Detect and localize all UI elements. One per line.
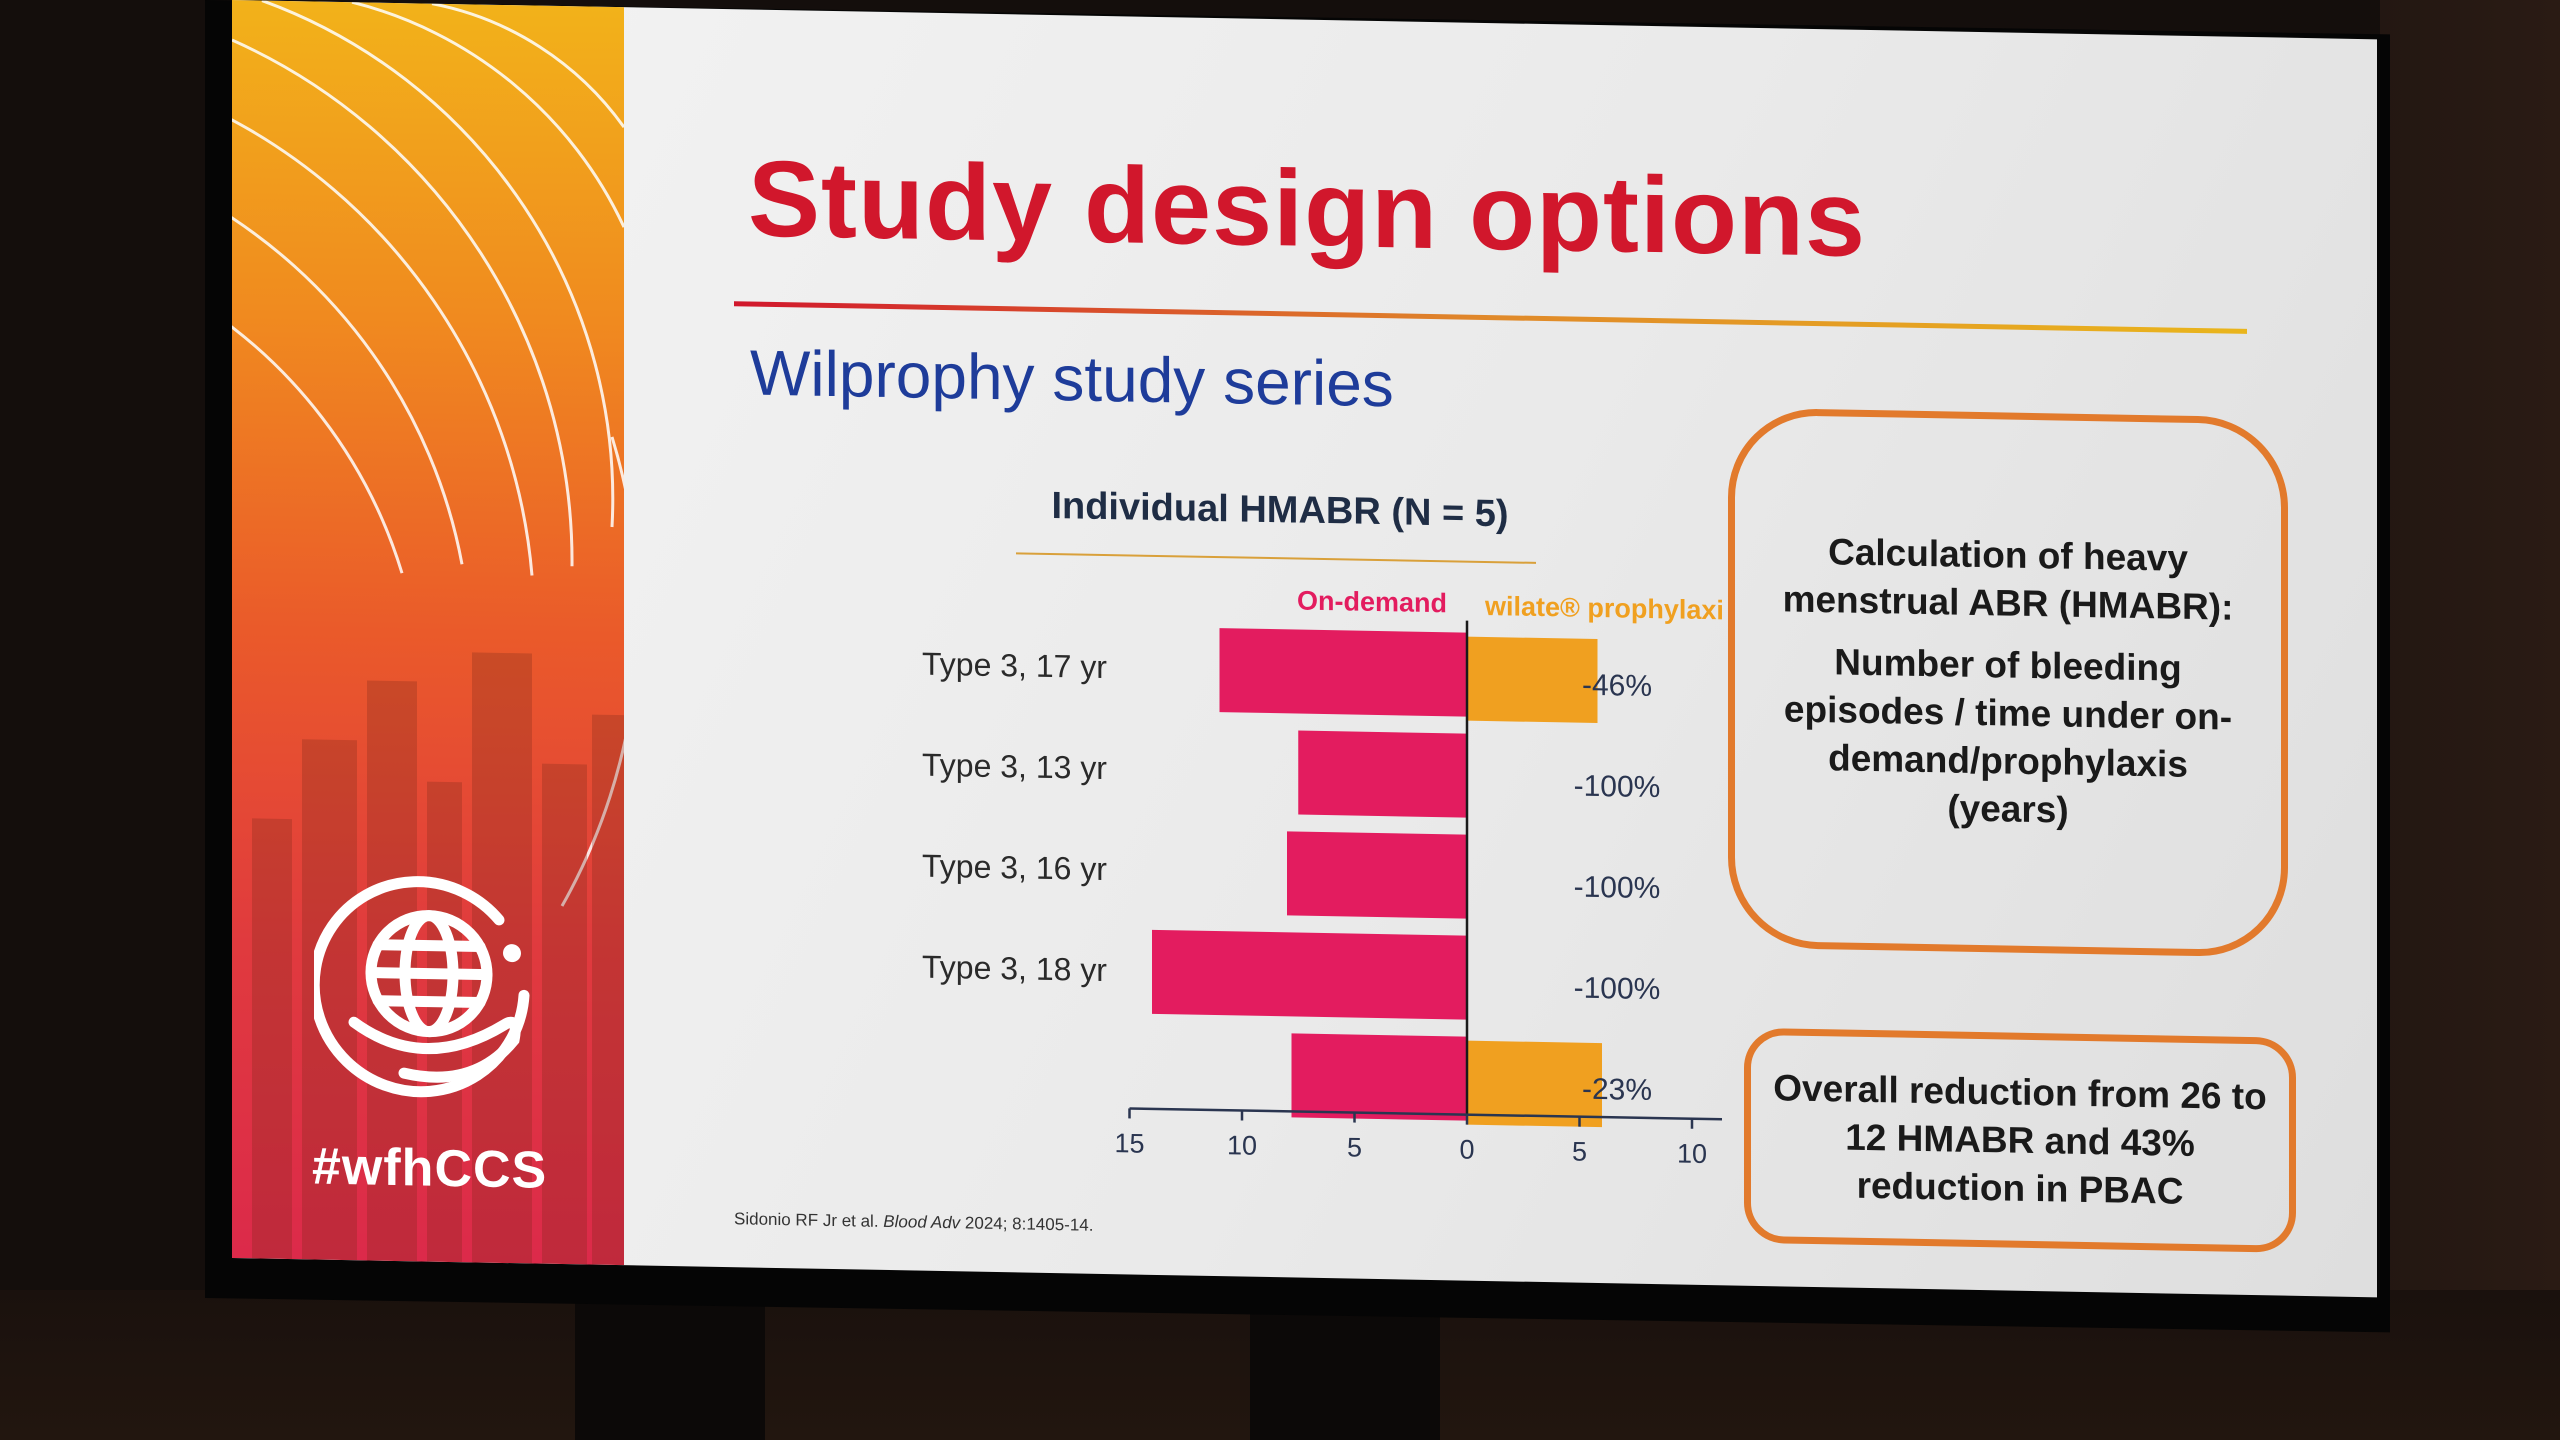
citation-journal: Blood Adv xyxy=(883,1211,961,1233)
slide-title: Study design options xyxy=(748,137,1866,279)
definition-box: Calculation of heavy menstrual ABR (HMAB… xyxy=(1728,407,2288,958)
x-tick-label: 0 xyxy=(1459,1134,1474,1164)
category-label: Type 3, 17 yr xyxy=(922,646,1107,685)
x-tick-label: 5 xyxy=(1347,1132,1362,1162)
definition-body: Number of bleeding episodes / time under… xyxy=(1783,641,2233,831)
citation: Sidonio RF Jr et al. Blood Adv 2024; 8:1… xyxy=(734,1209,1093,1236)
decorative-arcs xyxy=(232,0,624,907)
chart-title-divider xyxy=(1016,552,1536,564)
monitor-stand-left xyxy=(575,1290,765,1440)
x-tick-label: 10 xyxy=(1227,1130,1257,1161)
chart-title: Individual HMABR (N = 5) xyxy=(1051,485,1509,536)
slide-subtitle: Wilprophy study series xyxy=(750,336,1394,421)
bar-on-demand xyxy=(1291,1033,1467,1121)
category-label: Type 3, 18 yr xyxy=(922,949,1107,988)
bar-prophylaxis xyxy=(1467,1040,1602,1128)
x-tick-label: 15 xyxy=(1114,1128,1144,1159)
bar-prophylaxis xyxy=(1467,636,1598,724)
category-label: Type 3, 16 yr xyxy=(922,848,1107,887)
globe-hand-icon xyxy=(314,876,530,1098)
legend-on-demand: On-demand xyxy=(1297,586,1447,619)
x-tick-label: 5 xyxy=(1572,1137,1587,1167)
presentation-slide: #wfhCCS Study design options Wilprophy s… xyxy=(232,0,2377,1298)
citation-ref: 2024; 8:1405-14. xyxy=(964,1213,1094,1235)
bar-on-demand xyxy=(1219,628,1467,717)
side-panel: #wfhCCS xyxy=(232,0,624,1266)
bar-on-demand xyxy=(1298,730,1467,818)
bar-on-demand xyxy=(1152,929,1467,1020)
summary-box: Overall reduction from 26 to 12 HMABR an… xyxy=(1744,1027,2296,1253)
hashtag: #wfhCCS xyxy=(312,1137,548,1200)
legend-prophylaxis: wilate® prophylaxis xyxy=(1484,591,1722,626)
reduction-label: -46% xyxy=(1582,669,1652,703)
room-background xyxy=(2380,0,2560,1440)
reduction-label: -100% xyxy=(1574,972,1661,1007)
definition-heading: Calculation of heavy menstrual ABR (HMAB… xyxy=(1782,531,2234,628)
bar-on-demand xyxy=(1287,831,1467,919)
title-divider xyxy=(734,301,2247,334)
hmabr-bar-chart: On-demand wilate® prophylaxis Type 3, 17 y… xyxy=(922,586,1722,1169)
reduction-label: -23% xyxy=(1582,1073,1652,1107)
reduction-label: -100% xyxy=(1574,770,1661,805)
reduction-label: -100% xyxy=(1574,871,1661,906)
citation-authors: Sidonio RF Jr et al. xyxy=(734,1209,879,1231)
x-tick-label: 10 xyxy=(1677,1138,1707,1169)
category-label: Type 3, 13 yr xyxy=(922,747,1107,786)
